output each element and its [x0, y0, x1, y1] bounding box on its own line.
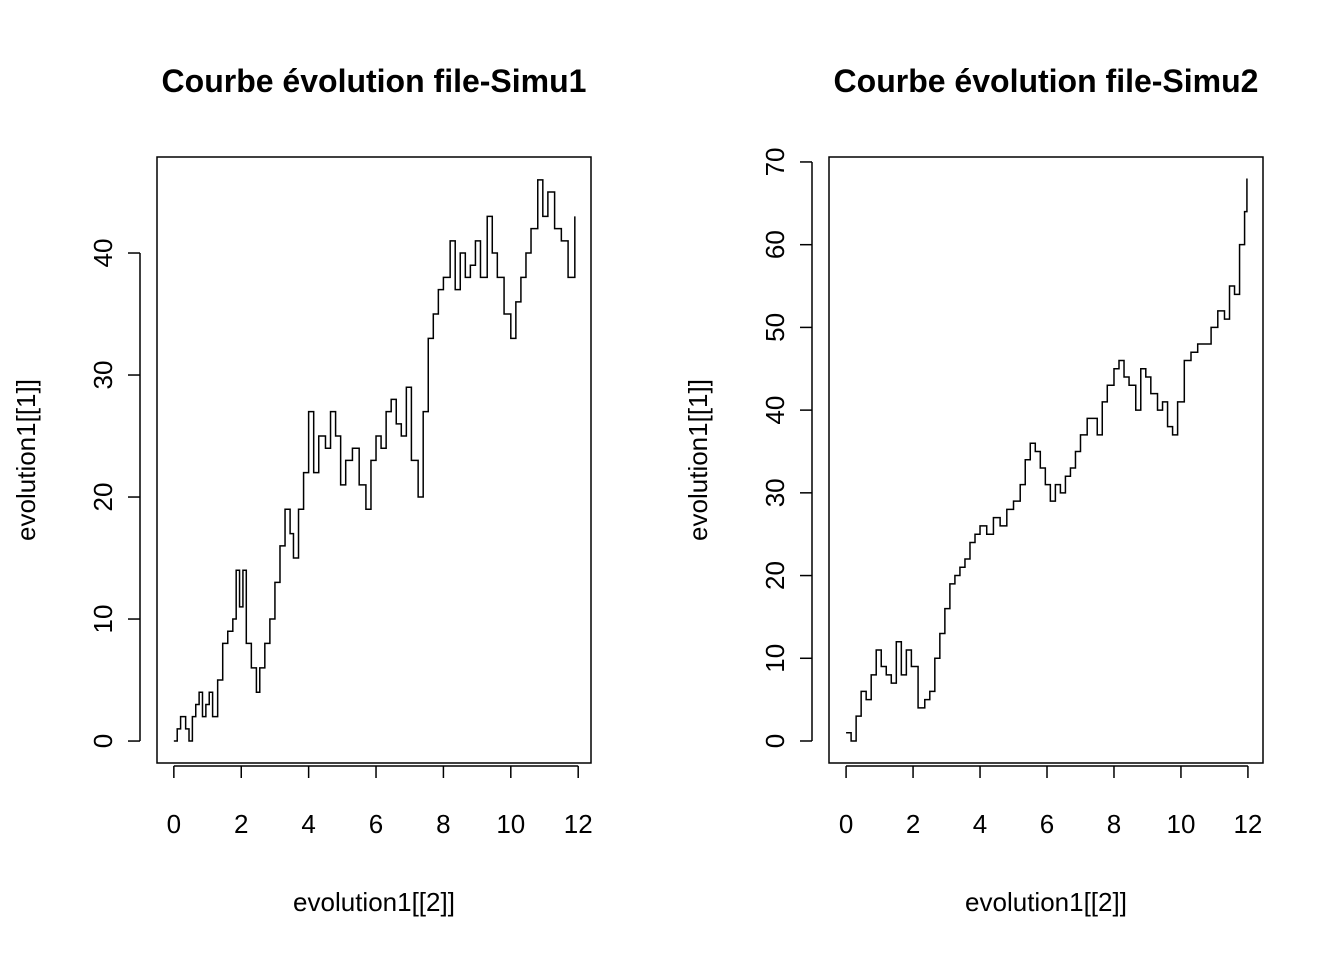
y-axis-label: evolution1[[1]] [683, 379, 713, 541]
y-tick-label: 0 [760, 734, 790, 748]
y-tick-label: 20 [88, 483, 118, 512]
x-tick-label: 4 [301, 809, 315, 839]
y-tick-label: 10 [88, 605, 118, 634]
x-tick-label: 8 [1107, 809, 1121, 839]
panel: Courbe évolution file-Simu2 evolution1[[2… [683, 63, 1264, 917]
data-line [173, 179, 576, 742]
y-tick-label: 40 [88, 239, 118, 268]
x-tick-label: 8 [436, 809, 450, 839]
x-tick-label: 4 [973, 809, 987, 839]
x-tick-label: 2 [234, 809, 248, 839]
y-tick-label: 0 [88, 734, 118, 748]
y-tick-label: 40 [760, 396, 790, 425]
data-line [846, 178, 1248, 742]
x-axis-label: evolution1[[2]] [965, 887, 1127, 917]
x-tick-label: 6 [369, 809, 383, 839]
x-tick-label: 12 [1233, 809, 1262, 839]
y-tick-label: 10 [760, 644, 790, 673]
x-tick-label: 0 [167, 809, 181, 839]
y-tick-label: 70 [760, 148, 790, 177]
x-tick-label: 10 [1166, 809, 1195, 839]
y-tick-label: 20 [760, 561, 790, 590]
panel: Courbe évolution file-Simu1 evolution1[[2… [11, 63, 593, 917]
x-axis-label: evolution1[[2]] [293, 887, 455, 917]
y-axis-label: evolution1[[1]] [11, 379, 41, 541]
x-tick-label: 0 [839, 809, 853, 839]
y-tick-label: 50 [760, 313, 790, 342]
plot-box [156, 156, 592, 764]
chart-title: Courbe évolution file-Simu1 [162, 63, 587, 99]
y-tick-label: 30 [760, 478, 790, 507]
y-tick-label: 60 [760, 230, 790, 259]
plot-box [828, 156, 1264, 764]
x-tick-label: 6 [1040, 809, 1054, 839]
y-tick-label: 30 [88, 361, 118, 390]
chart-title: Courbe évolution file-Simu2 [834, 63, 1259, 99]
x-tick-label: 10 [496, 809, 525, 839]
x-tick-label: 2 [906, 809, 920, 839]
x-tick-label: 12 [564, 809, 593, 839]
